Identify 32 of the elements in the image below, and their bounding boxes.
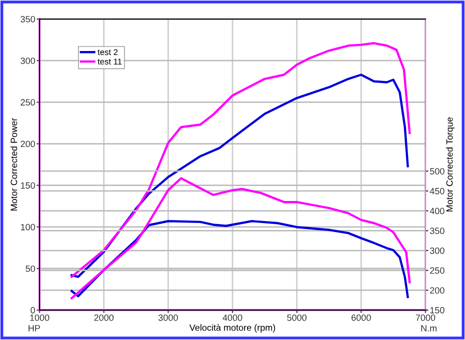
x-tick-label: 3000: [158, 314, 178, 321]
legend-label: test 11: [98, 58, 122, 65]
legend-label: test 2: [98, 49, 118, 56]
y2-tick-label: 300: [430, 247, 444, 254]
y2-tick-label: 150: [430, 307, 444, 314]
y-tick-label: 350: [20, 16, 36, 22]
y2-axis-title: Motor Corrected Torque: [446, 117, 455, 212]
y-tick-label: 150: [20, 182, 36, 189]
y2-tick-label: 450: [430, 188, 444, 194]
line-series: [70, 177, 411, 300]
y-tick-label: 300: [20, 58, 36, 64]
x-tick-label: 2000: [94, 314, 114, 321]
y-tick-label: 200: [20, 140, 36, 148]
text: N.m: [421, 325, 437, 332]
y-tick-label: 250: [20, 99, 36, 106]
y-tick-label: 0: [30, 307, 36, 314]
x-tick-label: 6000: [352, 314, 371, 321]
x-tick-label: 7000: [416, 314, 436, 321]
y2-tick-label: 400: [430, 208, 444, 214]
line-series: [70, 220, 409, 298]
y2-tick-label: 250: [430, 267, 444, 274]
y2-tick-label: 500: [430, 168, 444, 174]
x-axis-title: Velocità motore (rpm): [189, 324, 276, 333]
y-axis-title: Motor Corrected Power: [10, 118, 18, 210]
x-tick-label: 1000: [30, 314, 50, 321]
y-tick-label: 50: [26, 265, 36, 272]
y2-tick-label: 350: [430, 228, 444, 234]
y-tick-label: 100: [20, 224, 36, 230]
x-tick-label: 5000: [287, 314, 307, 321]
y2-tick-label: 200: [430, 287, 444, 294]
text: HP: [28, 325, 40, 332]
x-tick-label: 4000: [222, 314, 242, 321]
